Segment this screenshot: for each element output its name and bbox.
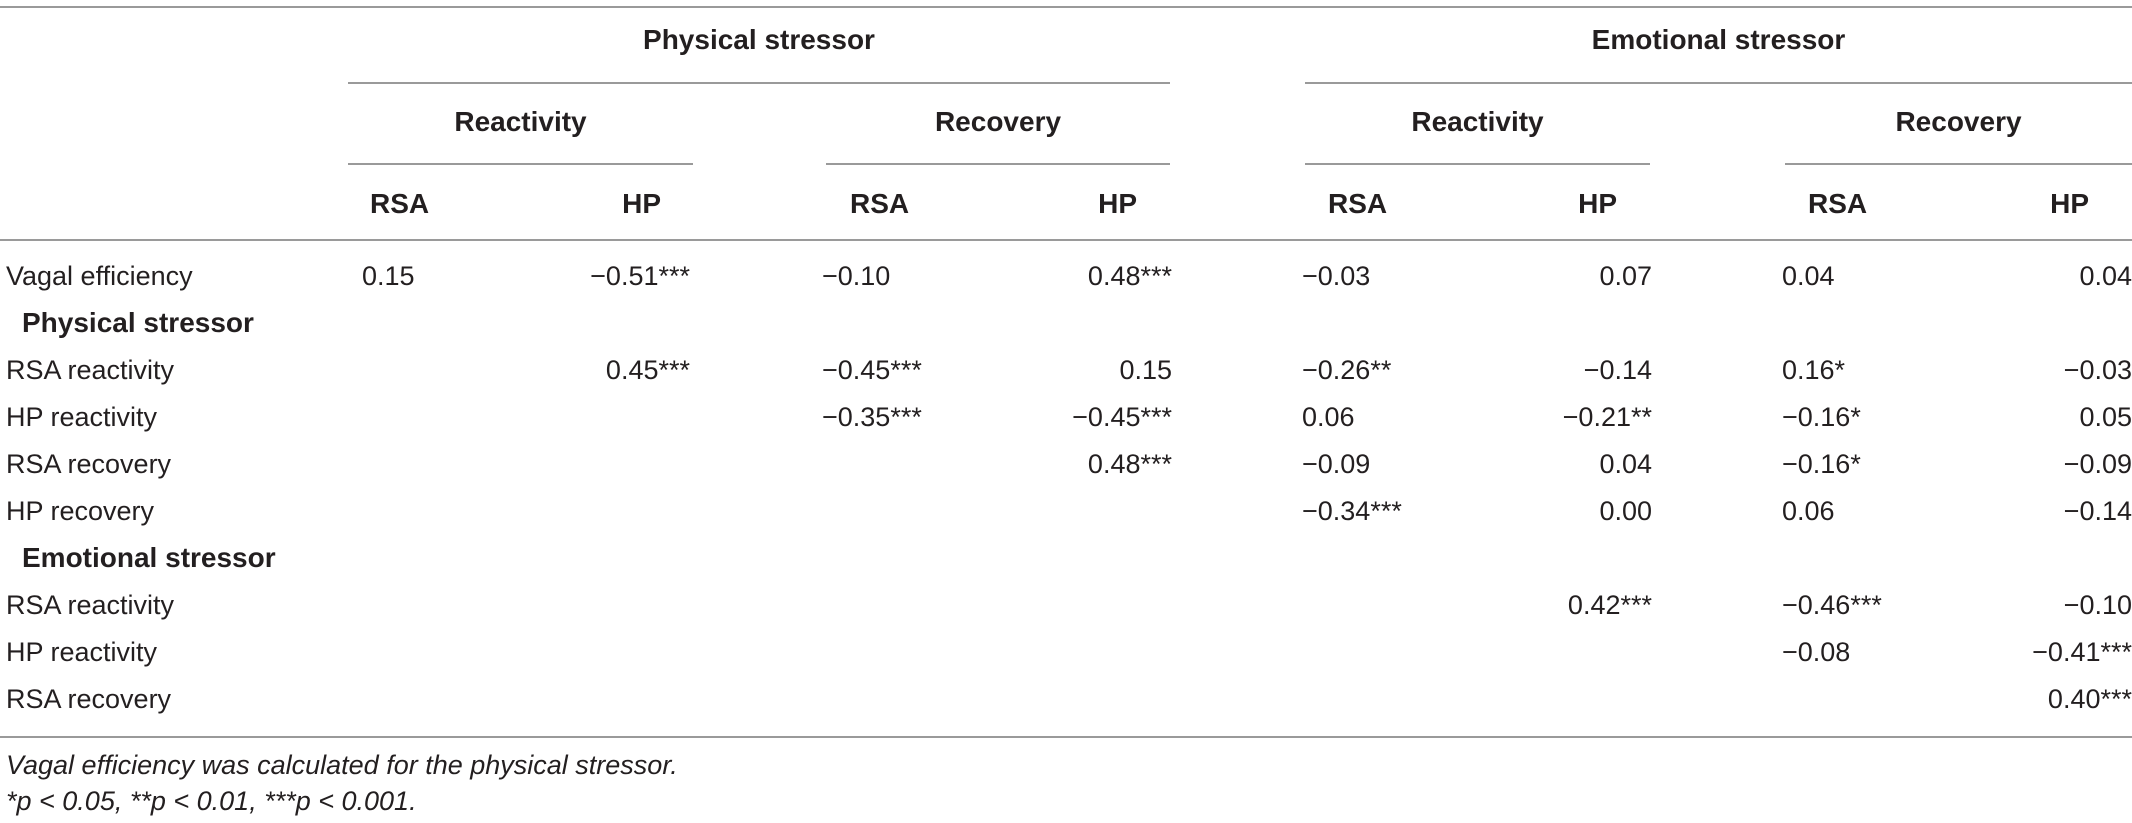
group-header-emotional: Emotional stressor	[1591, 24, 1846, 55]
column-header: HP	[1578, 188, 1617, 219]
group-header-physical: Physical stressor	[643, 24, 875, 55]
physical-stressor-rule	[348, 82, 1170, 84]
column-header: HP	[622, 188, 661, 219]
table-cell: −0.26**	[1302, 355, 1392, 385]
row-label: RSA reactivity	[6, 590, 175, 620]
table-cell: −0.10	[2063, 590, 2132, 620]
table-cell: −0.03	[1302, 261, 1371, 291]
table-cell: −0.16*	[1782, 402, 1861, 432]
table-cell: −0.51***	[590, 261, 690, 291]
row-label: HP reactivity	[6, 637, 158, 667]
table-cell: 0.06	[1302, 402, 1355, 432]
phys-reactivity-rule	[348, 163, 693, 165]
emo-reactivity-rule	[1305, 163, 1650, 165]
table-cell: 0.05	[2079, 402, 2132, 432]
table-cell: 0.04	[2079, 261, 2132, 291]
phys-recovery-rule	[826, 163, 1170, 165]
table-cell: 0.42***	[1567, 590, 1652, 620]
table-cell: 0.40***	[2047, 684, 2132, 714]
emo-recovery-rule	[1785, 163, 2132, 165]
table-cell: 0.45***	[605, 355, 690, 385]
table-cell: −0.21**	[1562, 402, 1652, 432]
table-cell: −0.14	[2063, 496, 2132, 526]
table-cell: 0.15	[362, 261, 415, 291]
table-cell: 0.48***	[1087, 449, 1172, 479]
table-cell: 0.15	[1119, 355, 1172, 385]
row-label: Vagal efficiency	[6, 261, 193, 291]
table-cell: 0.07	[1599, 261, 1652, 291]
table-cell: −0.14	[1583, 355, 1652, 385]
row-label: HP reactivity	[6, 402, 158, 432]
footnote: Vagal efficiency was calculated for the …	[6, 750, 678, 780]
table-cell: −0.35***	[822, 402, 922, 432]
subgroup-header-phys-reactivity: Reactivity	[454, 106, 587, 137]
table-cell: −0.45***	[822, 355, 922, 385]
section-label: Physical stressor	[22, 307, 254, 338]
table-cell: 0.48***	[1087, 261, 1172, 291]
table-cell: −0.34***	[1302, 496, 1402, 526]
table-cell: 0.04	[1599, 449, 1652, 479]
subgroup-header-emo-recovery: Recovery	[1895, 106, 2022, 137]
table-cell: −0.09	[2063, 449, 2132, 479]
column-header: RSA	[1808, 188, 1868, 219]
header-bottom-rule	[0, 239, 2132, 241]
column-header: HP	[2050, 188, 2089, 219]
emotional-stressor-rule	[1305, 82, 2132, 84]
table-cell: 0.16*	[1782, 355, 1846, 385]
table-cell: −0.45***	[1072, 402, 1172, 432]
section-label: Emotional stressor	[22, 542, 276, 573]
column-header: HP	[1098, 188, 1137, 219]
row-label: RSA recovery	[6, 449, 172, 479]
table-cell: 0.00	[1599, 496, 1652, 526]
table-bottom-rule	[0, 736, 2132, 738]
row-label: RSA reactivity	[6, 355, 175, 385]
table-cell: 0.04	[1782, 261, 1835, 291]
table-cell: −0.16*	[1782, 449, 1861, 479]
table-cell: 0.06	[1782, 496, 1835, 526]
table-cell: −0.03	[2063, 355, 2132, 385]
table-cell: −0.09	[1302, 449, 1371, 479]
footnote: *p < 0.05, **p < 0.01, ***p < 0.001.	[6, 786, 417, 816]
column-header: RSA	[370, 188, 430, 219]
top-rule	[0, 6, 2132, 8]
subgroup-header-emo-reactivity: Reactivity	[1411, 106, 1544, 137]
table-cell: −0.46***	[1782, 590, 1882, 620]
row-label: HP recovery	[6, 496, 155, 526]
column-header: RSA	[1328, 188, 1388, 219]
row-label: RSA recovery	[6, 684, 172, 714]
table-cell: −0.08	[1782, 637, 1851, 667]
column-header: RSA	[850, 188, 910, 219]
table-cell: −0.41***	[2032, 637, 2132, 667]
subgroup-header-phys-recovery: Recovery	[934, 106, 1062, 137]
table-cell: −0.10	[822, 261, 891, 291]
